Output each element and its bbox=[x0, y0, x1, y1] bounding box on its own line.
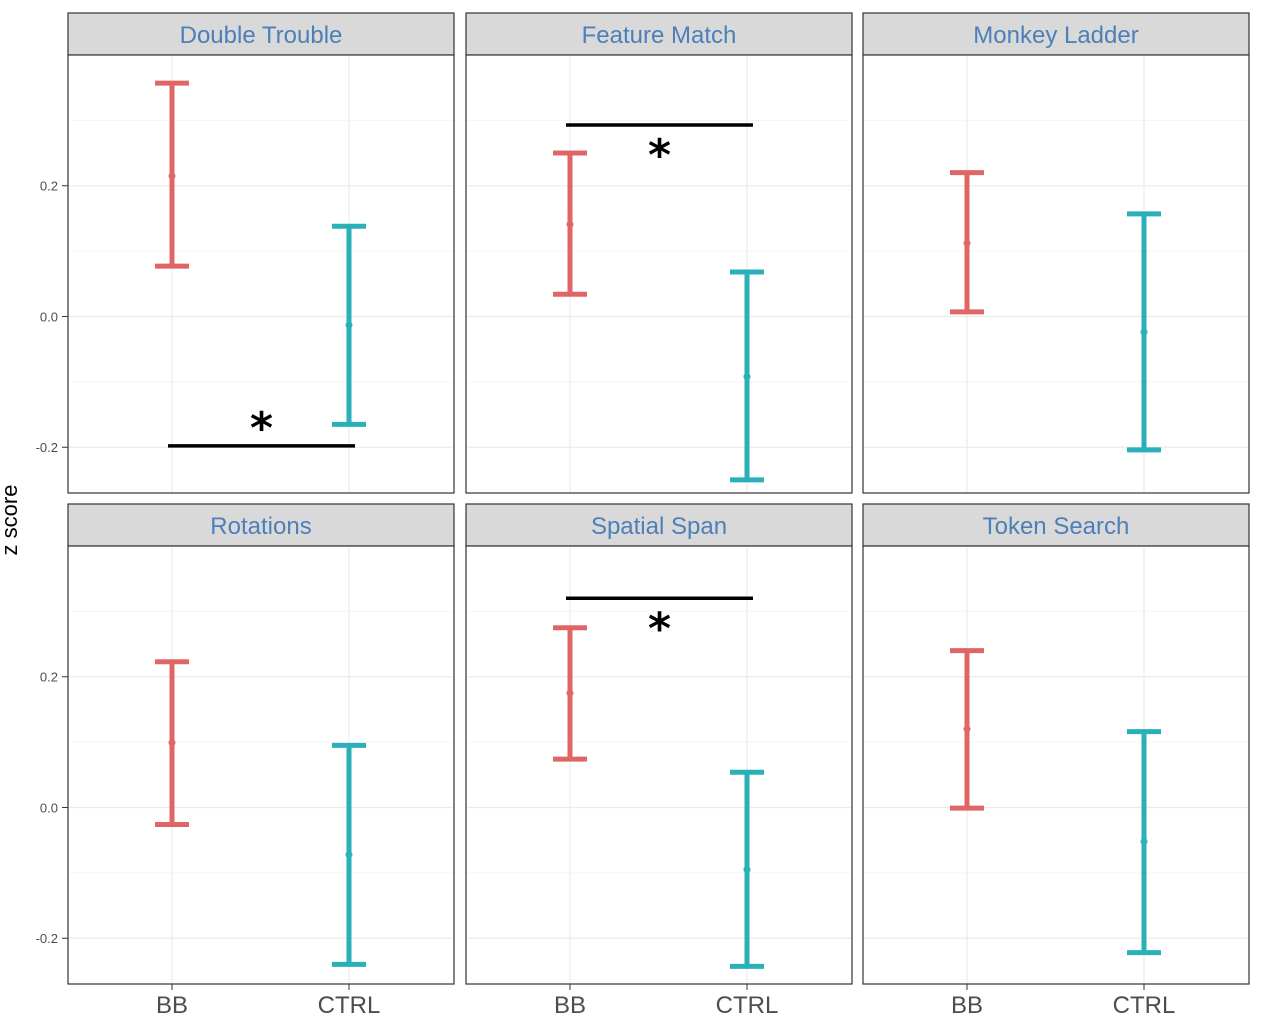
errorbar-ctrl bbox=[332, 742, 366, 967]
facet-title: Monkey Ladder bbox=[973, 22, 1138, 49]
facet-title: Token Search bbox=[983, 513, 1130, 540]
facet-title: Rotations bbox=[210, 513, 311, 540]
errorbar-bb bbox=[155, 659, 189, 827]
significance-star: * bbox=[648, 130, 671, 181]
mean-point bbox=[1140, 837, 1148, 845]
y-tick-label: 0.2 bbox=[40, 179, 58, 194]
facet-plot-area bbox=[465, 545, 853, 985]
facet-panel: Spatial Span * bbox=[465, 503, 853, 985]
errorbar-bb bbox=[155, 80, 189, 269]
facet-title: Feature Match bbox=[582, 22, 737, 49]
errorbar-bb bbox=[553, 625, 587, 762]
significance-star: * bbox=[648, 603, 671, 654]
y-axis-title: z score bbox=[0, 485, 22, 556]
errorbar-bb bbox=[950, 648, 984, 811]
facet-plot-area bbox=[67, 545, 455, 985]
facet-strip bbox=[862, 12, 1250, 56]
x-tick-label: BB bbox=[951, 992, 983, 1019]
facet-strip bbox=[465, 503, 853, 547]
facet-panel: Double Trouble * bbox=[67, 12, 455, 494]
facet-title: Double Trouble bbox=[180, 22, 343, 49]
mean-point bbox=[345, 321, 353, 329]
facet-title: Spatial Span bbox=[591, 513, 727, 540]
facet-plot-area bbox=[67, 54, 455, 494]
mean-point bbox=[566, 220, 574, 228]
y-tick-label: -0.2 bbox=[36, 440, 58, 455]
mean-point bbox=[963, 725, 971, 733]
errorbar-ctrl bbox=[332, 223, 366, 427]
y-tick-label: -0.2 bbox=[36, 931, 58, 946]
facet-panel: Feature Match * bbox=[465, 12, 853, 494]
mean-point bbox=[566, 689, 574, 697]
facet-panel: Rotations bbox=[67, 503, 455, 985]
facet-strip bbox=[67, 12, 455, 56]
facet-plot-area bbox=[862, 54, 1250, 494]
x-tick-label: CTRL bbox=[716, 992, 779, 1019]
facet-plot-area bbox=[862, 545, 1250, 985]
y-tick-label: 0.0 bbox=[40, 309, 58, 324]
significance-star: * bbox=[250, 403, 273, 454]
facet-strip bbox=[465, 12, 853, 56]
mean-point bbox=[743, 373, 751, 381]
facet-panel: Monkey Ladder bbox=[862, 12, 1250, 494]
mean-point bbox=[168, 172, 176, 180]
errorbar-ctrl bbox=[730, 269, 764, 483]
mean-point bbox=[345, 851, 353, 859]
errorbar-bb bbox=[950, 170, 984, 315]
errorbar-ctrl bbox=[730, 769, 764, 969]
x-tick-label: BB bbox=[554, 992, 586, 1019]
errorbar-ctrl bbox=[1127, 211, 1161, 453]
facet-strip bbox=[67, 503, 455, 547]
facet-panel: Token Search bbox=[862, 503, 1250, 985]
facet-plot-area bbox=[465, 54, 853, 494]
x-tick-label: CTRL bbox=[1113, 992, 1176, 1019]
x-tick-label: CTRL bbox=[318, 992, 381, 1019]
y-tick-label: 0.2 bbox=[40, 670, 58, 685]
errorbar-ctrl bbox=[1127, 729, 1161, 956]
mean-point bbox=[1140, 328, 1148, 336]
mean-point bbox=[963, 239, 971, 247]
mean-point bbox=[743, 866, 751, 874]
errorbar-bb bbox=[553, 150, 587, 297]
mean-point bbox=[168, 739, 176, 747]
x-tick-label: BB bbox=[156, 992, 188, 1019]
y-tick-label: 0.0 bbox=[40, 800, 58, 815]
